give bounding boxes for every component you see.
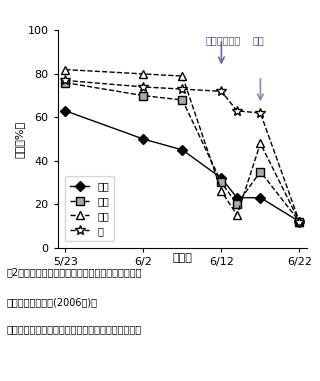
Legend: 種子, 莢実, 莢壁, 茎: 種子, 莢実, 莢壁, 茎 [65,176,114,241]
Text: 生理的成熟期: 生理的成熟期 [206,35,241,45]
Text: 図2　ナタネ主茎中部における種子、莢実、莢壁、: 図2 ナタネ主茎中部における種子、莢実、莢壁、 [6,267,142,277]
Text: 降雨: 降雨 [252,35,264,45]
Y-axis label: 水分（%）: 水分（%） [15,120,25,158]
Text: 生理的成熟期は千粒重の増加が停止する時期。: 生理的成熟期は千粒重の増加が停止する時期。 [6,324,141,334]
Text: 茎水分の推移(2006年)。: 茎水分の推移(2006年)。 [6,297,97,307]
Text: 月／日: 月／日 [172,253,192,263]
